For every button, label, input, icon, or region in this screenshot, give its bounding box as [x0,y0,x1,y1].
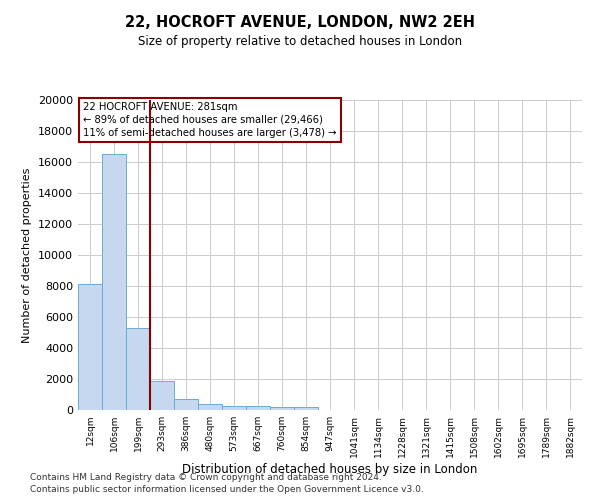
Bar [126,328,150,410]
Bar [150,382,174,410]
Bar [294,408,318,410]
X-axis label: Distribution of detached houses by size in London: Distribution of detached houses by size … [182,462,478,475]
Bar [246,406,270,410]
Text: Contains public sector information licensed under the Open Government Licence v3: Contains public sector information licen… [30,485,424,494]
Text: Contains HM Land Registry data © Crown copyright and database right 2024.: Contains HM Land Registry data © Crown c… [30,472,382,482]
Bar [222,406,246,410]
Text: Size of property relative to detached houses in London: Size of property relative to detached ho… [138,35,462,48]
Bar [78,284,102,410]
Bar [198,404,222,410]
Text: 22, HOCROFT AVENUE, LONDON, NW2 2EH: 22, HOCROFT AVENUE, LONDON, NW2 2EH [125,15,475,30]
Text: 22 HOCROFT AVENUE: 281sqm
← 89% of detached houses are smaller (29,466)
11% of s: 22 HOCROFT AVENUE: 281sqm ← 89% of detac… [83,102,337,138]
Y-axis label: Number of detached properties: Number of detached properties [22,168,32,342]
Bar [174,399,198,410]
Bar [102,154,126,410]
Bar [270,406,294,410]
